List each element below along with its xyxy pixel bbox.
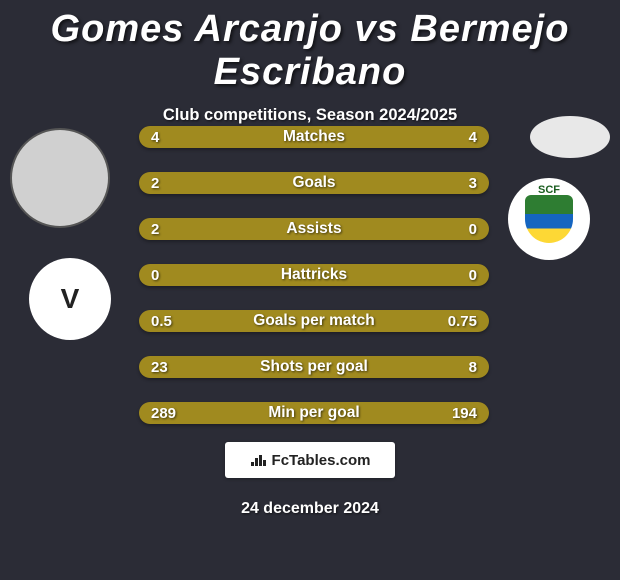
stat-row-goals: 2 Goals 3: [139, 172, 489, 194]
stat-row-matches: 4 Matches 4: [139, 126, 489, 148]
stat-left-value: 289: [151, 405, 176, 422]
logo-text: FcTables.com: [272, 452, 371, 469]
player-left-photo: [10, 128, 110, 228]
stat-row-hattricks: 0 Hattricks 0: [139, 264, 489, 286]
club-crest-left: V: [29, 258, 111, 340]
stat-label: Goals: [139, 174, 489, 192]
stat-label: Goals per match: [139, 312, 489, 330]
stat-left-value: 2: [151, 175, 159, 192]
stat-left-value: 0: [151, 267, 159, 284]
stat-left-value: 2: [151, 221, 159, 238]
stat-label: Hattricks: [139, 266, 489, 284]
chart-icon: [250, 453, 268, 467]
date-label: 24 december 2024: [0, 500, 620, 518]
stat-left-value: 23: [151, 359, 168, 376]
fctables-logo: FcTables.com: [225, 442, 395, 478]
stat-row-goals-per-match: 0.5 Goals per match 0.75: [139, 310, 489, 332]
stat-label: Shots per goal: [139, 358, 489, 376]
stat-right-value: 194: [452, 405, 477, 422]
stat-right-value: 0: [469, 221, 477, 238]
page-title: Gomes Arcanjo vs Bermejo Escribano: [0, 0, 620, 94]
stats-container: 4 Matches 4 2 Goals 3 2 Assists 0 0 Hatt…: [139, 126, 489, 448]
crest-right-label: SCF: [538, 184, 560, 196]
stat-left-value: 4: [151, 129, 159, 146]
stat-row-assists: 2 Assists 0: [139, 218, 489, 240]
stat-right-value: 8: [469, 359, 477, 376]
stat-label: Matches: [139, 128, 489, 146]
crest-left-label: V: [40, 269, 100, 329]
stat-row-shots-per-goal: 23 Shots per goal 8: [139, 356, 489, 378]
stat-label: Min per goal: [139, 404, 489, 422]
subtitle: Club competitions, Season 2024/2025: [0, 106, 620, 125]
crest-right-bg: [525, 195, 573, 243]
stat-label: Assists: [139, 220, 489, 238]
stat-right-value: 3: [469, 175, 477, 192]
stat-left-value: 0.5: [151, 313, 172, 330]
stat-row-min-per-goal: 289 Min per goal 194: [139, 402, 489, 424]
player-right-photo: [530, 116, 610, 158]
stat-right-value: 0: [469, 267, 477, 284]
stat-right-value: 0.75: [448, 313, 477, 330]
stat-right-value: 4: [469, 129, 477, 146]
club-crest-right: SCF: [508, 178, 590, 260]
